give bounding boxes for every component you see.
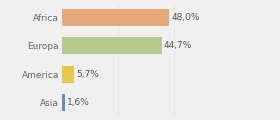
Text: 48,0%: 48,0% — [171, 13, 200, 22]
Text: 44,7%: 44,7% — [164, 41, 192, 50]
Bar — [62, 94, 65, 111]
Text: 1,6%: 1,6% — [67, 98, 90, 107]
Bar — [62, 37, 162, 54]
Text: 5,7%: 5,7% — [77, 70, 99, 79]
Bar — [62, 9, 169, 26]
Bar — [62, 66, 74, 83]
